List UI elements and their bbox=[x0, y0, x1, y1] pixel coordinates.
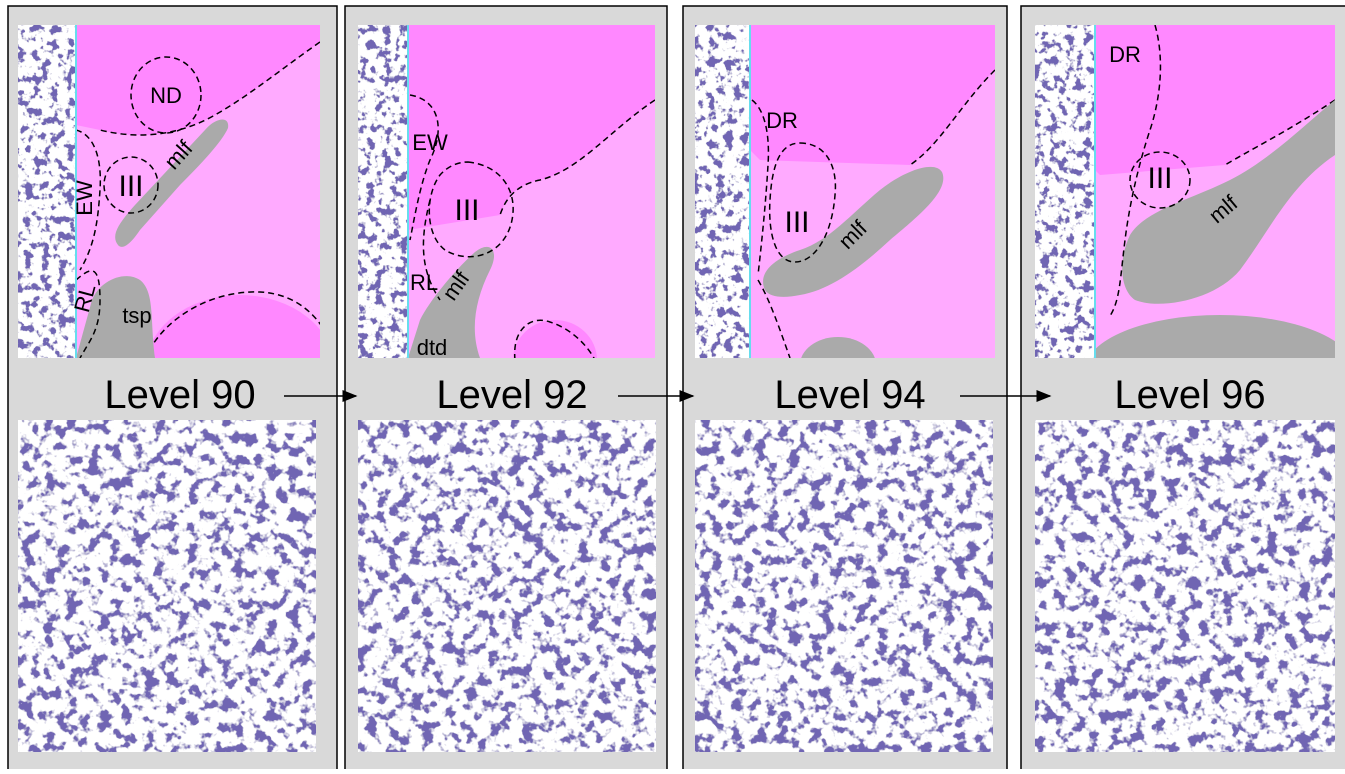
region-label: III bbox=[1147, 162, 1172, 195]
region-label: III bbox=[784, 206, 809, 239]
region-label: EW bbox=[72, 180, 97, 216]
histology-image bbox=[695, 420, 993, 752]
atlas-diagram: EW III RL mlf dtd bbox=[358, 25, 655, 400]
region-label: RL bbox=[410, 270, 438, 295]
page: {"panels": [ {"level": "Level 90", "labe… bbox=[0, 0, 1345, 769]
level-label: Level 90 bbox=[104, 373, 255, 417]
region-label: III bbox=[118, 170, 143, 203]
region-label: tsp bbox=[122, 303, 151, 328]
region-label: DR bbox=[766, 108, 798, 133]
histology-image bbox=[358, 420, 656, 752]
level-label: Level 92 bbox=[436, 373, 587, 417]
region-label: EW bbox=[412, 130, 448, 155]
figure: ND III mlf EW RL tsp EW III RL mlf dtd bbox=[0, 0, 1345, 769]
atlas-diagram: DR III mlf bbox=[695, 25, 995, 393]
region-label: dtd bbox=[417, 335, 448, 360]
level-label: Level 94 bbox=[774, 373, 925, 417]
region-label: ND bbox=[150, 83, 182, 108]
region-label: III bbox=[454, 194, 479, 227]
histology-image bbox=[1035, 420, 1335, 752]
histology-strip bbox=[1035, 25, 1095, 358]
level-label: Level 96 bbox=[1114, 373, 1265, 417]
histology-strip bbox=[18, 25, 76, 358]
histology-strip bbox=[695, 25, 750, 358]
histology-strip bbox=[358, 25, 408, 358]
histology-image bbox=[18, 420, 316, 752]
region-label: DR bbox=[1109, 42, 1141, 67]
